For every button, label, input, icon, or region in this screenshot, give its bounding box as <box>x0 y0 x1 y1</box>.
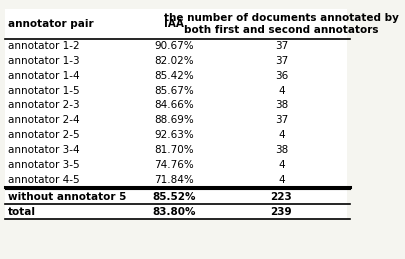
Text: annotator 1-2: annotator 1-2 <box>8 41 80 51</box>
Text: 37: 37 <box>274 41 287 51</box>
Text: annotator 1-3: annotator 1-3 <box>8 56 80 66</box>
Text: annotator 1-5: annotator 1-5 <box>8 85 80 96</box>
Text: 90.67%: 90.67% <box>154 41 194 51</box>
Text: 4: 4 <box>277 85 284 96</box>
Text: annotator pair: annotator pair <box>8 19 94 29</box>
Text: 38: 38 <box>274 145 287 155</box>
Text: 36: 36 <box>274 71 287 81</box>
Text: 88.69%: 88.69% <box>154 115 194 125</box>
Text: annotator 1-4: annotator 1-4 <box>8 71 80 81</box>
Text: 92.63%: 92.63% <box>154 130 194 140</box>
Text: 38: 38 <box>274 100 287 110</box>
Text: the number of documents annotated by
both first and second annotators: the number of documents annotated by bot… <box>164 13 398 35</box>
Text: annotator 3-4: annotator 3-4 <box>8 145 80 155</box>
Text: 81.70%: 81.70% <box>154 145 194 155</box>
Text: 71.84%: 71.84% <box>154 175 194 185</box>
Text: annotator 2-3: annotator 2-3 <box>8 100 80 110</box>
Text: 37: 37 <box>274 115 287 125</box>
FancyBboxPatch shape <box>5 9 350 219</box>
Text: 239: 239 <box>270 207 291 217</box>
Text: annotator 2-5: annotator 2-5 <box>8 130 80 140</box>
Text: annotator 2-4: annotator 2-4 <box>8 115 80 125</box>
Text: 84.66%: 84.66% <box>154 100 194 110</box>
Text: 4: 4 <box>277 175 284 185</box>
Text: 85.67%: 85.67% <box>154 85 194 96</box>
Text: 4: 4 <box>277 160 284 170</box>
Text: 74.76%: 74.76% <box>154 160 194 170</box>
Text: without annotator 5: without annotator 5 <box>8 192 126 202</box>
Text: annotator 3-5: annotator 3-5 <box>8 160 80 170</box>
Text: 4: 4 <box>277 130 284 140</box>
Text: 85.52%: 85.52% <box>152 192 196 202</box>
Text: 82.02%: 82.02% <box>154 56 194 66</box>
Text: 83.80%: 83.80% <box>152 207 196 217</box>
Text: IAA: IAA <box>164 19 183 29</box>
Text: 37: 37 <box>274 56 287 66</box>
Text: 223: 223 <box>270 192 292 202</box>
Text: total: total <box>8 207 36 217</box>
Text: 85.42%: 85.42% <box>154 71 194 81</box>
Text: annotator 4-5: annotator 4-5 <box>8 175 80 185</box>
